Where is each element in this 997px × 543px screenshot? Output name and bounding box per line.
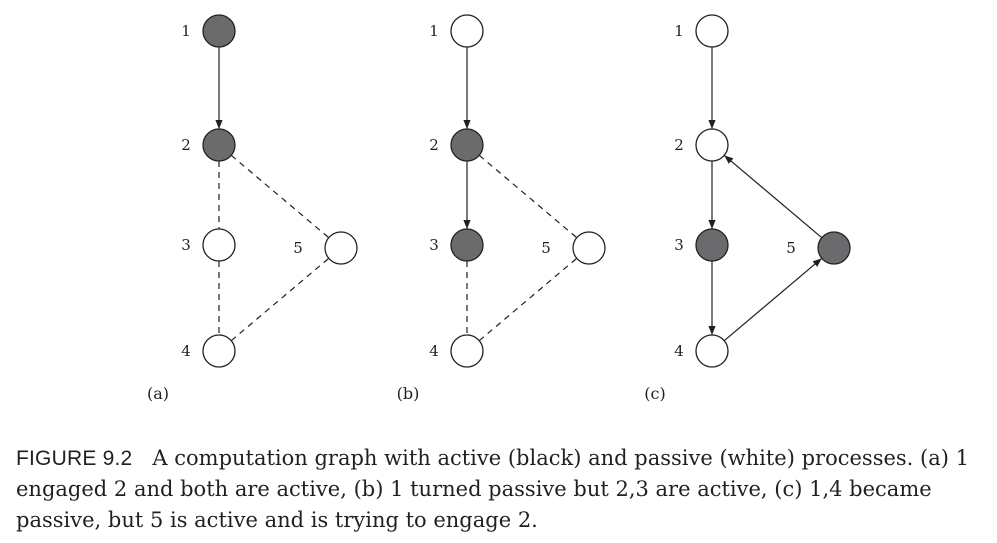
edge-4-5-arrow: [723, 257, 823, 342]
node-4-passive: [695, 334, 729, 368]
node-label-3: 3: [674, 236, 684, 254]
caption-text: A computation graph with active (black) …: [16, 446, 969, 532]
node-label-2: 2: [181, 136, 191, 154]
node-4-passive: [202, 334, 236, 368]
figure-caption: FIGURE 9.2 A computation graph with acti…: [16, 443, 991, 536]
node-1-passive: [450, 14, 484, 48]
node-label-5: 5: [786, 239, 796, 257]
node-label-5: 5: [541, 239, 551, 257]
node-3-active: [695, 228, 729, 262]
edge-4-5-dashed: [478, 257, 578, 342]
node-label-2: 2: [429, 136, 439, 154]
node-5-active: [817, 231, 851, 265]
panel-a: 1 2 3 4 5 (a): [147, 14, 358, 403]
node-1-active: [202, 14, 236, 48]
node-label-1: 1: [674, 22, 684, 40]
node-label-4: 4: [429, 342, 439, 360]
node-5-passive: [572, 231, 606, 265]
edge-2-5-dashed: [230, 154, 330, 239]
node-label-1: 1: [429, 22, 439, 40]
node-label-4: 4: [674, 342, 684, 360]
node-3-passive: [202, 228, 236, 262]
edge-2-5-dashed: [478, 154, 578, 239]
panel-c: 1 2 3 4 5 (c): [644, 14, 851, 403]
node-3-active: [450, 228, 484, 262]
node-label-2: 2: [674, 136, 684, 154]
edge-4-5-dashed: [230, 257, 330, 342]
edge-5-2-arrow: [723, 154, 823, 239]
node-label-3: 3: [429, 236, 439, 254]
node-5-passive: [324, 231, 358, 265]
node-4-passive: [450, 334, 484, 368]
node-label-3: 3: [181, 236, 191, 254]
node-label-5: 5: [293, 239, 303, 257]
node-2-passive: [695, 128, 729, 162]
node-label-1: 1: [181, 22, 191, 40]
panel-label: (b): [397, 384, 420, 403]
node-label-4: 4: [181, 342, 191, 360]
panel-label: (c): [644, 384, 665, 403]
panel-b: 1 2 3 4 5 (b): [397, 14, 606, 403]
node-2-active: [202, 128, 236, 162]
node-2-active: [450, 128, 484, 162]
panel-label: (a): [147, 384, 169, 403]
node-1-passive: [695, 14, 729, 48]
computation-graph-figure: 1 2 3 4 5 (a) 1 2 3 4 5 (b) 1 2 3 4 5 (c): [147, 14, 851, 403]
figure-number: FIGURE 9.2: [16, 447, 133, 470]
